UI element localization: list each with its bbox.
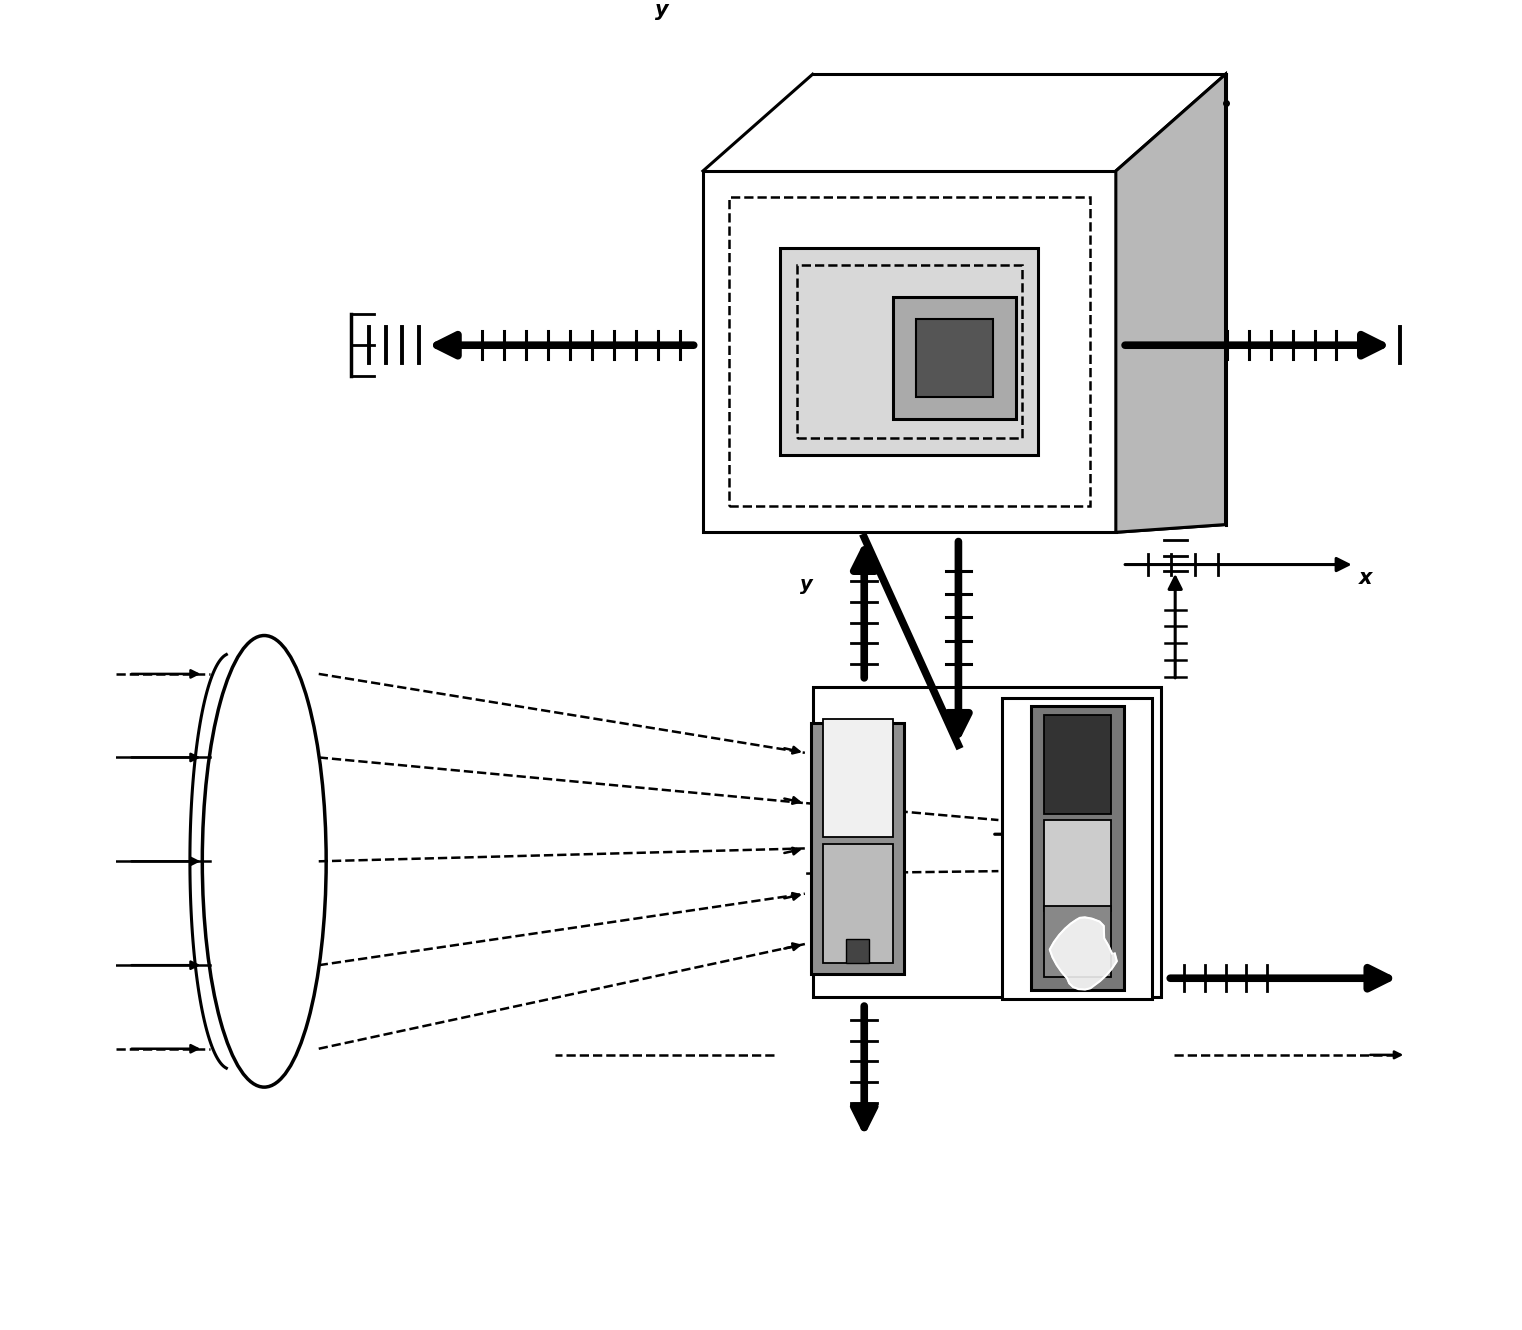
- Polygon shape: [1050, 918, 1117, 990]
- Bar: [781, 249, 1038, 455]
- Bar: [729, 197, 1090, 507]
- Bar: [1044, 821, 1111, 911]
- Bar: [1003, 698, 1152, 999]
- Bar: [811, 722, 904, 975]
- Bar: [823, 845, 892, 963]
- Bar: [813, 688, 1161, 996]
- Bar: [823, 718, 892, 837]
- Bar: [703, 172, 1116, 532]
- Bar: [798, 265, 1021, 438]
- Bar: [916, 319, 994, 396]
- Bar: [846, 939, 869, 963]
- Text: y: y: [654, 0, 668, 20]
- Polygon shape: [1116, 74, 1225, 532]
- Bar: [893, 297, 1015, 419]
- Bar: [1044, 716, 1111, 814]
- Text: x: x: [1359, 568, 1371, 588]
- Text: y: y: [799, 576, 813, 595]
- Bar: [1044, 907, 1111, 978]
- Bar: [1030, 706, 1123, 991]
